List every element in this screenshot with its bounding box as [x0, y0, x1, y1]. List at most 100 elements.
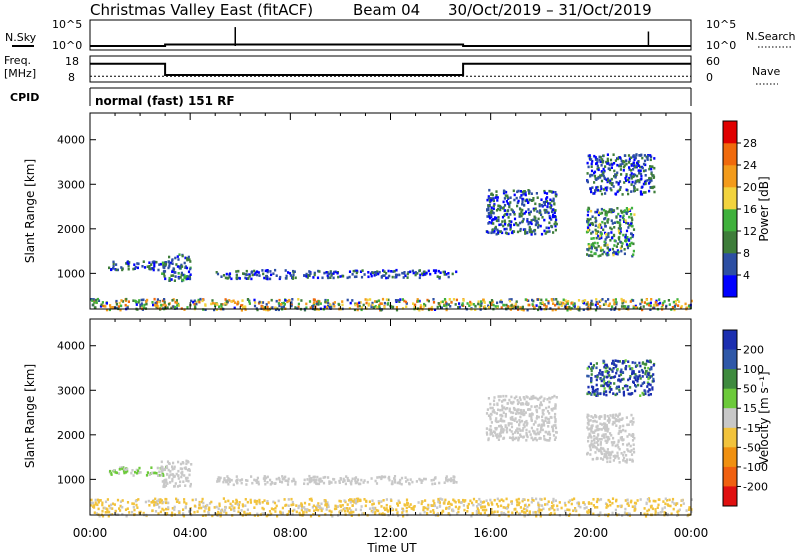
heatmap-cell — [587, 303, 590, 306]
heatmap-cell — [535, 409, 538, 412]
heatmap-cell — [504, 212, 507, 216]
heatmap-cell — [133, 267, 136, 270]
heatmap-cell — [606, 504, 609, 508]
heatmap-cell — [164, 263, 168, 266]
heatmap-cell — [613, 301, 616, 304]
heatmap-cell — [219, 509, 223, 513]
heatmap-cell — [504, 194, 507, 197]
heatmap-cell — [613, 308, 616, 311]
heatmap-cell — [241, 305, 245, 309]
heatmap-cell — [498, 204, 501, 208]
heatmap-cell — [663, 506, 666, 509]
heatmap-cell — [452, 475, 455, 478]
heatmap-cell — [642, 393, 645, 396]
heatmap-cell — [203, 509, 206, 513]
colorbar-segment — [723, 466, 737, 487]
heatmap-cell — [598, 226, 601, 229]
heatmap-cell — [605, 435, 608, 439]
heatmap-cell — [262, 512, 265, 515]
heatmap-cell — [417, 299, 420, 303]
heatmap-cell — [102, 304, 105, 308]
heatmap-cell — [587, 390, 590, 394]
heatmap-cell — [544, 211, 547, 214]
heatmap-cell — [498, 424, 501, 428]
heatmap-cell — [338, 479, 341, 483]
heatmap-cell — [653, 190, 656, 194]
heatmap-cell — [625, 212, 628, 215]
heatmap-cell — [308, 300, 312, 303]
heatmap-cell — [103, 506, 106, 510]
heatmap-cell — [345, 507, 349, 510]
heatmap-cell — [523, 421, 526, 424]
heatmap-cell — [173, 465, 176, 469]
heatmap-cell — [647, 382, 650, 386]
heatmap-cell — [333, 270, 336, 274]
heatmap-cell — [497, 216, 500, 219]
heatmap-cell — [228, 478, 231, 481]
heatmap-cell — [534, 219, 537, 222]
heatmap-cell — [278, 277, 281, 281]
heatmap-cell — [529, 210, 532, 214]
heatmap-cell — [493, 229, 496, 233]
heatmap-cell — [553, 215, 557, 218]
colorbar-tick-label: 16 — [743, 203, 757, 216]
heatmap-cell — [603, 417, 606, 420]
heatmap-cell — [269, 478, 272, 482]
heatmap-cell — [354, 499, 357, 502]
heatmap-cell — [641, 382, 644, 385]
heatmap-cell — [685, 509, 688, 512]
heatmap-cell — [167, 260, 170, 264]
heatmap-cell — [603, 375, 606, 379]
heatmap-cell — [645, 362, 648, 366]
heatmap-cell — [621, 387, 625, 390]
heatmap-cell — [595, 446, 598, 450]
heatmap-cell — [557, 306, 560, 309]
heatmap-cell — [639, 169, 642, 172]
heatmap-cell — [324, 499, 327, 502]
heatmap-cell — [257, 271, 260, 274]
nave-label: Nave — [752, 65, 780, 78]
heatmap-cell — [235, 276, 238, 280]
y-tick-label: 2000 — [57, 223, 85, 236]
heatmap-cell — [625, 416, 628, 419]
heatmap-cell — [625, 512, 628, 515]
heatmap-cell — [627, 154, 631, 157]
heatmap-cell — [253, 269, 256, 273]
heatmap-cell — [238, 501, 241, 504]
heatmap-cell — [592, 420, 595, 423]
heatmap-cell — [603, 449, 606, 452]
heatmap-cell — [514, 222, 518, 225]
heatmap-cell — [632, 443, 635, 446]
heatmap-cell — [521, 200, 524, 203]
heatmap-cell — [294, 482, 297, 486]
heatmap-cell — [625, 238, 628, 242]
heatmap-cell — [479, 303, 482, 306]
heatmap-cell — [581, 300, 584, 303]
heatmap-cell — [151, 301, 154, 304]
heatmap-cell — [586, 253, 589, 256]
heatmap-cell — [544, 430, 547, 434]
heatmap-cell — [492, 207, 495, 210]
heatmap-cell — [388, 478, 391, 482]
heatmap-cell — [503, 303, 506, 307]
heatmap-cell — [346, 509, 349, 513]
heatmap-cell — [536, 221, 539, 224]
heatmap-cell — [472, 303, 475, 306]
heatmap-cell — [586, 213, 589, 217]
heatmap-cell — [193, 302, 196, 306]
heatmap-cell — [520, 510, 524, 513]
heatmap-cell — [281, 506, 284, 510]
heatmap-cell — [405, 506, 408, 510]
heatmap-cell — [654, 499, 657, 503]
heatmap-cell — [624, 209, 627, 212]
heatmap-cell — [592, 416, 595, 419]
heatmap-cell — [218, 502, 221, 506]
heatmap-cell — [304, 508, 307, 511]
heatmap-cell — [333, 305, 336, 308]
heatmap-cell — [650, 367, 653, 371]
heatmap-cell — [317, 482, 321, 486]
heatmap-cell — [599, 224, 602, 227]
heatmap-cell — [607, 235, 610, 238]
heatmap-cell — [153, 504, 156, 507]
heatmap-cell — [163, 479, 166, 482]
